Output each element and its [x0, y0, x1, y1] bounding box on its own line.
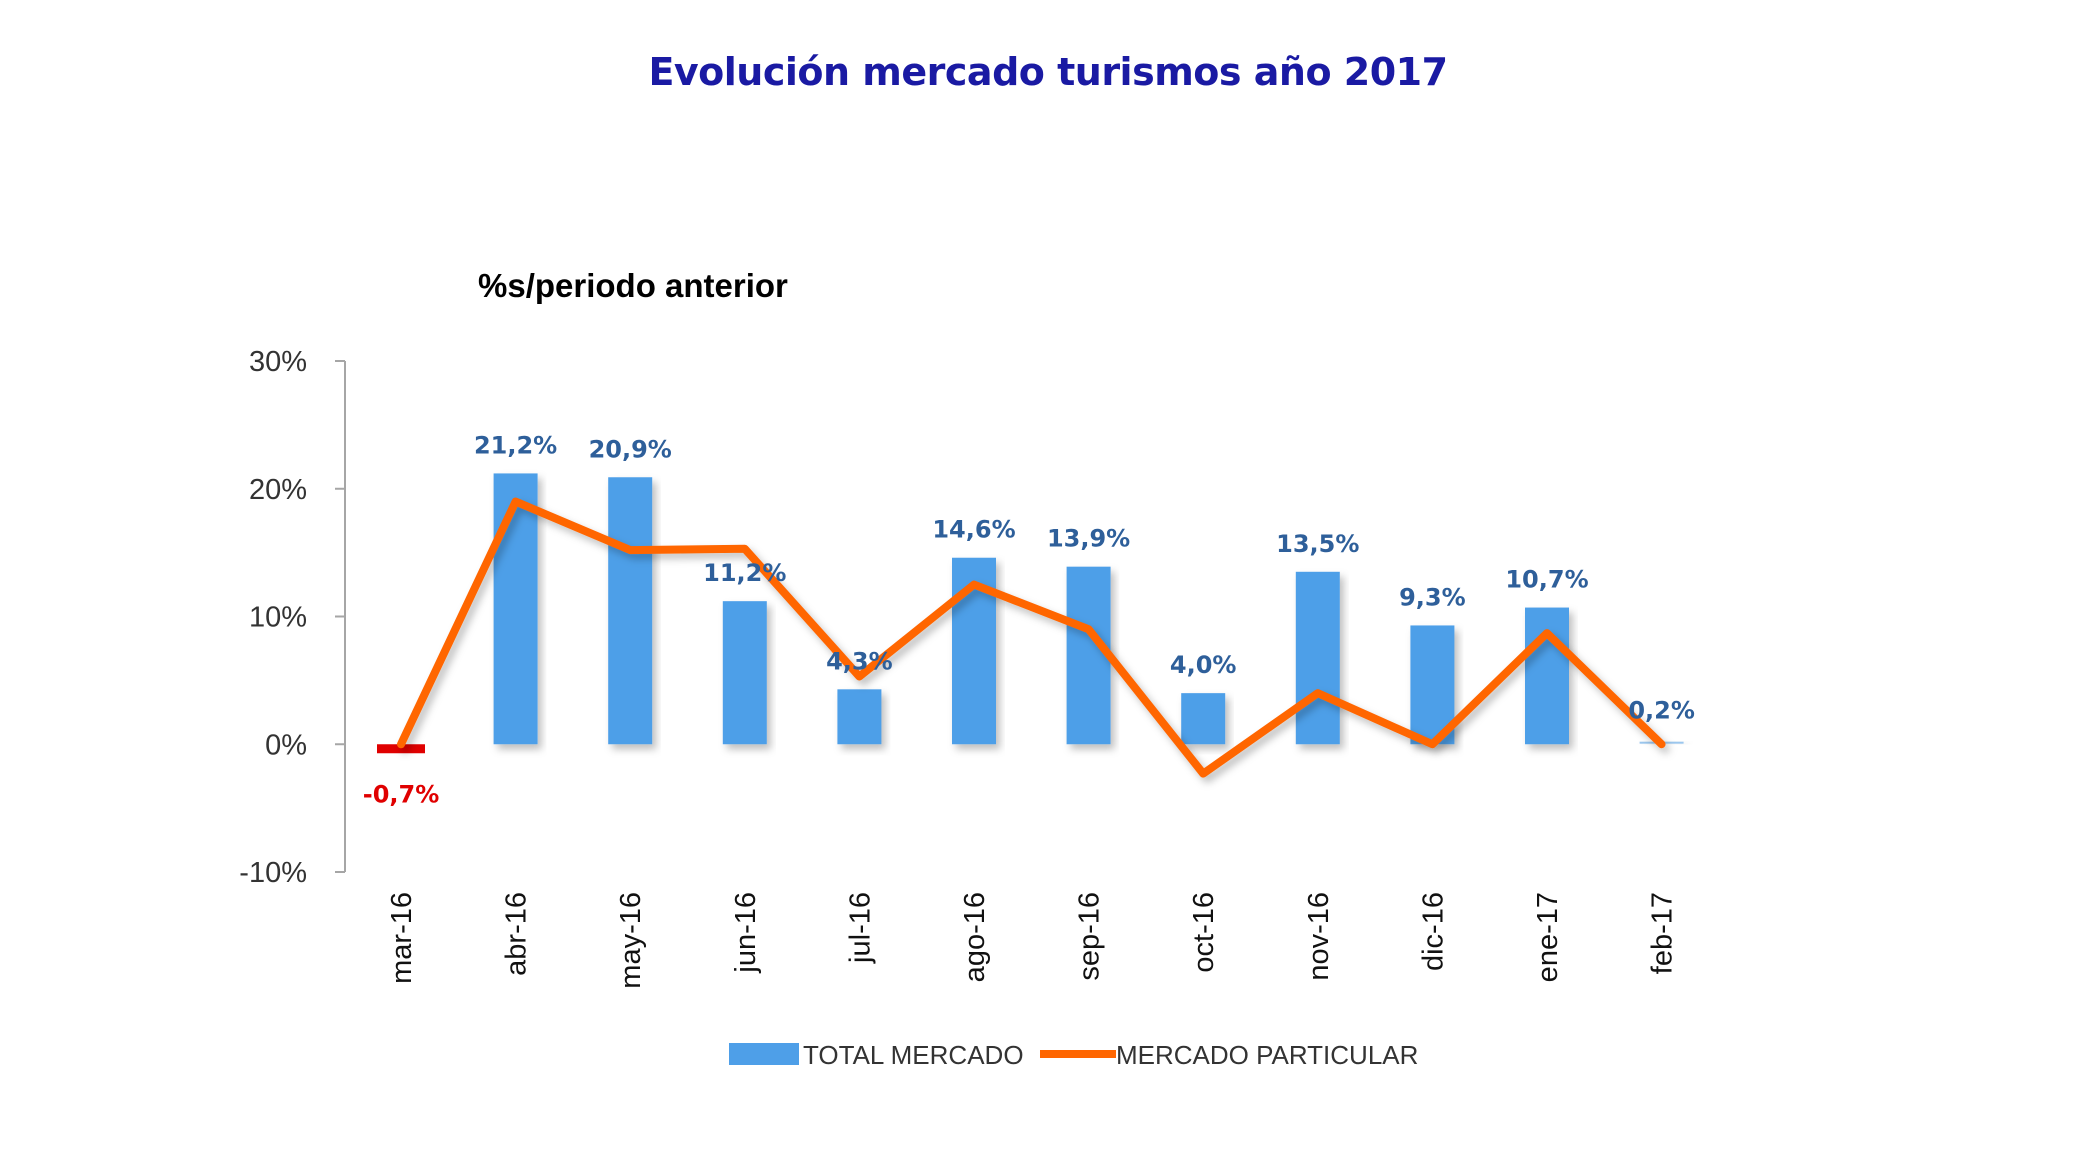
line-point: [1088, 628, 1090, 630]
bar: [837, 689, 882, 745]
bar: [1295, 571, 1340, 745]
line-point: [629, 549, 631, 551]
line-point: [1661, 743, 1663, 745]
data-label: 14,6%: [932, 516, 1015, 544]
bar: [1066, 566, 1111, 745]
line-point: [400, 743, 402, 745]
line-point: [1431, 743, 1433, 745]
x-tick-label: jun-16: [730, 892, 762, 974]
x-tick-label: feb-17: [1647, 892, 1679, 974]
x-tick-label: mar-16: [386, 892, 418, 984]
data-label: 11,2%: [703, 559, 786, 587]
data-label: 4,3%: [826, 647, 893, 675]
bar: [608, 477, 653, 745]
x-tick-label: dic-16: [1417, 892, 1449, 971]
bar-series: [377, 473, 1684, 754]
x-tick-label: jul-16: [844, 892, 876, 964]
line-point: [1202, 773, 1204, 775]
legend: TOTAL MERCADO MERCADO PARTICULAR: [729, 1040, 1418, 1070]
page-title: Evolución mercado turismos año 2017: [648, 50, 1448, 94]
x-tick-label: oct-16: [1188, 892, 1220, 973]
data-labels: -0,7% 21,2% 20,9% 11,2% 4,3% 14,6% 13,9% 4,0% 13…: [363, 431, 1695, 808]
data-label: 9,3%: [1399, 583, 1466, 611]
line-series: [397, 497, 1666, 778]
data-label: 13,5%: [1276, 530, 1359, 558]
bar: [1181, 693, 1226, 745]
bar: [722, 601, 767, 745]
line-point: [1546, 632, 1548, 634]
data-label: 21,2%: [474, 431, 557, 459]
x-tick-label: ene-17: [1532, 892, 1564, 982]
data-label: 4,0%: [1170, 651, 1237, 679]
legend-swatch-total-mercado: [729, 1043, 799, 1065]
x-tick-label: sep-16: [1074, 892, 1106, 981]
y-tick-label: 30%: [249, 346, 307, 378]
line-point: [744, 548, 746, 550]
line-point: [1317, 692, 1319, 694]
line-point: [858, 676, 860, 678]
bar: [493, 473, 538, 745]
axes: 30% 20% 10% 0% -10% mar-16 abr-16 may-16 jun-16 j…: [239, 346, 1678, 989]
data-label: 13,9%: [1047, 525, 1130, 553]
bar: [1410, 625, 1455, 745]
line-mercado-particular: [397, 497, 1666, 778]
chart-subtitle: %s/periodo anterior: [478, 267, 788, 304]
x-tick-label: may-16: [615, 892, 647, 989]
line-point: [515, 501, 517, 503]
x-tick-label: ago-16: [959, 892, 991, 982]
bar: [1525, 607, 1569, 745]
data-label: -0,7%: [363, 780, 440, 808]
data-label: 0,2%: [1628, 696, 1695, 724]
legend-label-mercado-particular: MERCADO PARTICULAR: [1116, 1040, 1418, 1070]
line-point: [973, 584, 975, 586]
data-label: 10,7%: [1505, 566, 1588, 594]
bar: [377, 744, 425, 754]
y-tick-label: 20%: [249, 474, 307, 506]
data-label: 20,9%: [589, 435, 672, 463]
y-tick-label: 10%: [249, 602, 307, 634]
legend-label-total-mercado: TOTAL MERCADO: [803, 1040, 1024, 1070]
y-tick-label: -10%: [239, 857, 307, 889]
x-tick-label: nov-16: [1303, 892, 1335, 981]
y-tick-label: 0%: [265, 729, 307, 761]
x-tick-label: abr-16: [501, 892, 533, 976]
